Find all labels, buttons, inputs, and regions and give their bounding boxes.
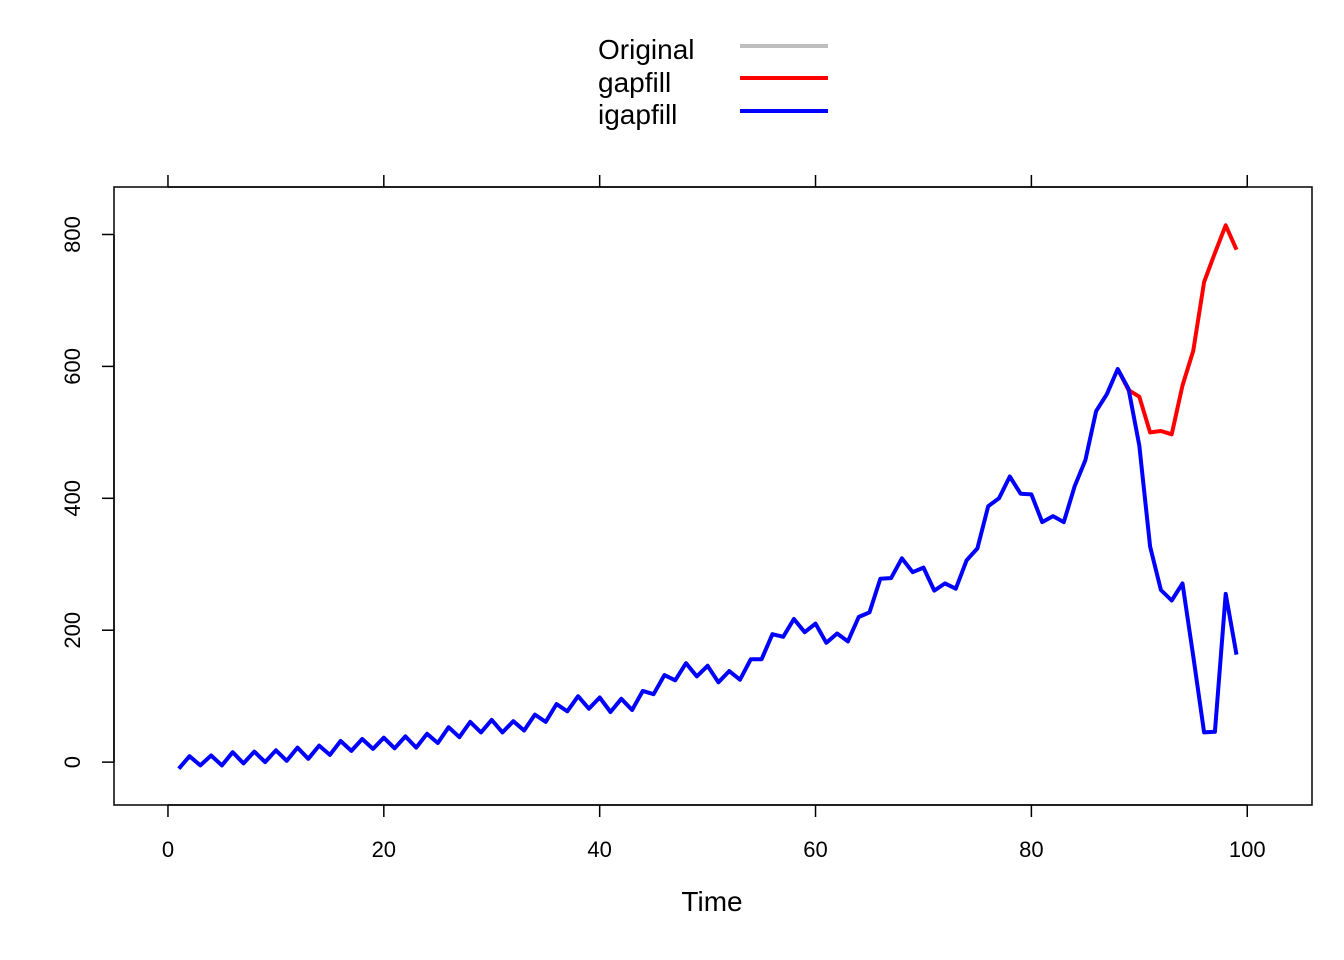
series-layer: [177, 223, 1239, 771]
x-axis-top: [167, 175, 1248, 188]
x-axis-title: Time: [681, 886, 742, 917]
x-tick-label: 20: [372, 837, 396, 862]
y-tick-label: 200: [60, 612, 85, 649]
legend-label-gapfill: gapfill: [598, 67, 671, 98]
legend-label-original: Original: [598, 34, 694, 65]
y-axis: 0 200 400 600 800: [60, 216, 115, 768]
y-tick-label: 800: [60, 216, 85, 253]
x-tick-label: 60: [803, 837, 827, 862]
legend-label-igapfill: igapfill: [598, 99, 677, 130]
series-line-gapfill: [1115, 223, 1239, 437]
y-tick-label: 400: [60, 480, 85, 517]
legend: Original gapfill igapfill: [598, 34, 828, 130]
x-tick-label: 100: [1229, 837, 1266, 862]
y-tick-label: 600: [60, 348, 85, 385]
x-tick-label: 80: [1019, 837, 1043, 862]
plot-frame: [113, 186, 1313, 806]
series-line-igapfill: [177, 367, 1239, 771]
x-tick-label: 0: [162, 837, 174, 862]
x-axis-bottom: 0 20 40 60 80 100: [162, 804, 1266, 862]
y-tick-label: 0: [60, 756, 85, 768]
x-tick-label: 40: [587, 837, 611, 862]
